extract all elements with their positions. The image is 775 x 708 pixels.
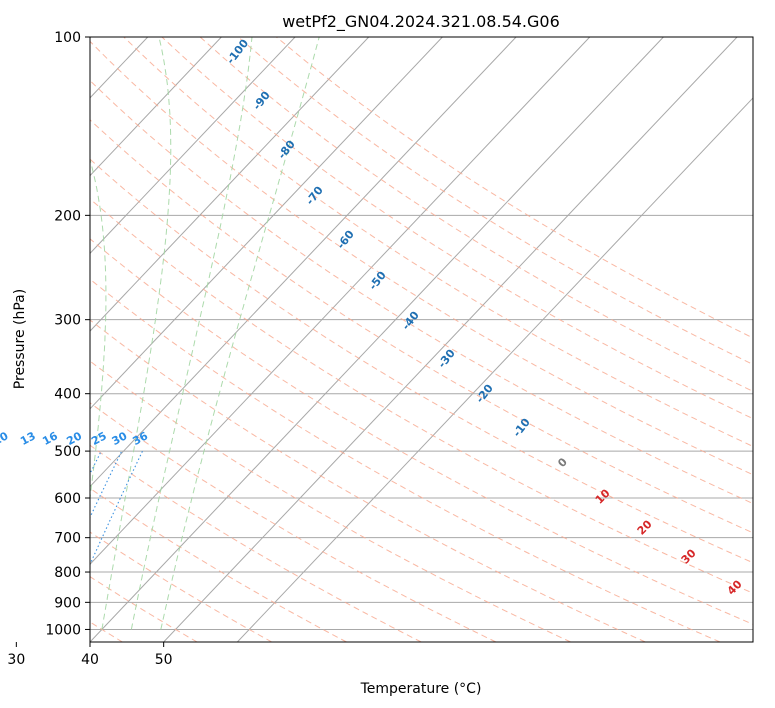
moist-adiabat-line [90,157,107,502]
moist-adiabat-line [160,37,320,630]
dry-adiabat-label: -20 [473,382,496,406]
isotherm-line [90,37,222,177]
x-tick-label: 50 [155,652,173,668]
moist-adiabat-label: 0 [555,455,570,470]
dry-adiabat-line [90,79,753,505]
grid-lines [0,37,753,642]
dry-adiabat-line [276,37,753,339]
x-axis-label: Temperature (°C) [360,681,482,697]
y-tick-label: 900 [54,595,81,611]
dry-adiabat-line [90,158,753,564]
plot-frame [89,36,754,643]
mixing-ratio-label: 13 [18,429,38,448]
y-tick-label: 700 [54,531,81,547]
dry-adiabat-line [90,360,571,642]
mixing-ratio-label: 16 [40,429,60,448]
dry-adiabat-line [90,238,753,625]
x-tick-label: 30 [7,652,25,668]
mixing-ratio-line [0,451,30,642]
y-tick-label: 300 [54,313,81,329]
dry-adiabat-line [90,119,753,534]
dry-adiabat-label: -60 [334,228,357,252]
x-tick-label: 40 [81,652,99,668]
inline-labels: -100-90-80-70-60-50-40-30-20-100.10.20.4… [0,37,745,598]
dry-adiabat-line [161,37,753,420]
mixing-ratio-label: 25 [89,429,109,448]
moist-adiabat-label: 30 [679,546,699,566]
mixing-ratio-line [0,451,52,642]
dry-adiabat-line [237,37,753,366]
y-axis-label: Pressure (hPa) [12,289,28,389]
dry-adiabat-label: -70 [303,184,326,208]
dry-adiabat-line [90,278,721,642]
moist-adiabat-line [130,37,253,630]
dry-adiabat-line [123,37,753,448]
y-tick-label: 800 [54,565,81,581]
dry-adiabat-label: -10 [510,416,533,440]
y-tick-label: 500 [54,444,81,460]
isotherm-line [236,97,753,642]
mixing-ratio-label: 10 [0,429,11,448]
dry-adiabat-line [90,198,753,594]
mixing-ratio-label: 36 [130,429,150,448]
isotherm-line [90,37,443,410]
dry-adiabat-line [90,402,497,642]
y-tick-label: 400 [54,387,81,403]
moist-adiabat-line [101,37,172,630]
mixing-ratio-label: 20 [64,429,84,448]
dry-adiabat-label: -50 [366,269,389,293]
dry-adiabat-line [90,575,198,642]
isotherm-line [90,37,591,565]
isotherm-line [163,37,738,642]
chart-title: wetPf2_GN04.2024.321.08.54.G06 [282,12,560,32]
y-tick-label: 100 [54,30,81,46]
isotherm-line [90,37,370,332]
dry-adiabat-line [90,531,273,642]
mixing-ratio-line [0,451,3,642]
dry-adiabat-line [90,319,646,642]
y-tick-label: 600 [54,491,81,507]
y-tick-label: 200 [54,208,81,224]
moist-adiabat-label: 20 [635,517,655,537]
dry-adiabat-label: -90 [250,89,273,113]
dry-adiabat-line [90,444,422,642]
dry-adiabat-label: -100 [224,37,251,67]
dry-adiabat-line [90,487,347,642]
dry-adiabat-label: -80 [275,138,298,162]
y-tick-label: 1000 [45,622,81,638]
moist-adiabat-label: 40 [725,577,745,597]
isotherm-line [90,37,296,255]
dry-adiabat-line [199,37,753,392]
axis-ticks: −40−30−20−100102030405010020030040050060… [7,30,173,668]
isotherm-line [90,37,517,488]
mixing-ratio-label: 30 [110,429,130,448]
isotherm-line [90,37,664,642]
